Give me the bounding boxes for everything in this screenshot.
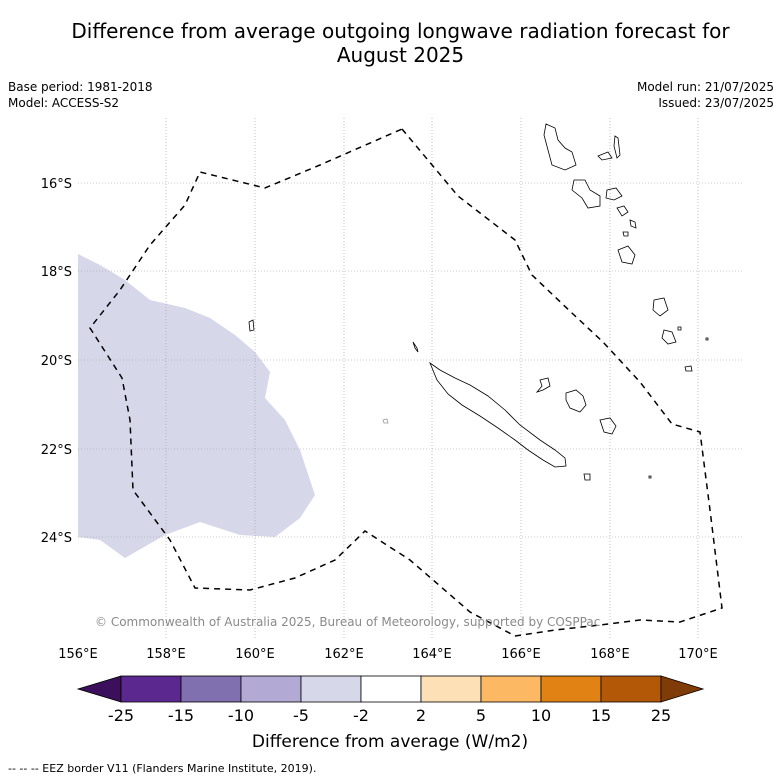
lon-label-164e: 164°E	[412, 647, 452, 662]
colorbar-swatch	[360, 675, 422, 703]
lon-label-156e: 156°E	[58, 647, 98, 662]
island-ouvea	[535, 377, 551, 393]
colorbar-swatch	[420, 675, 482, 703]
lon-axis-labels: 156°E 158°E 160°E 162°E 164°E 166°E 168°…	[58, 647, 718, 662]
lon-label-160e: 160°E	[235, 647, 275, 662]
eez-border	[89, 128, 723, 637]
lon-label-158e: 158°E	[146, 647, 186, 662]
colorbar-tick-label: -25	[108, 706, 134, 725]
colorbar: -25 -15 -10 -5 -2 2 5 10 15 25 Difference from av…	[76, 675, 705, 752]
lat-label-18s: 18°S	[41, 265, 72, 280]
copyright-notice: © Commonwealth of Australia 2025, Bureau…	[95, 615, 600, 629]
colorbar-tick-label: 10	[531, 706, 551, 725]
island-small-2	[382, 418, 389, 424]
colorbar-tick-label: 15	[591, 706, 611, 725]
issued-date: Issued: 23/07/2025	[658, 96, 774, 110]
model-run: Model run: 21/07/2025	[636, 80, 774, 94]
lon-label-162e: 162°E	[324, 647, 364, 662]
colorbar-extend-high	[660, 675, 705, 703]
colorbar-swatch	[240, 675, 302, 703]
lon-label-168e: 168°E	[590, 647, 630, 662]
colorbar-tick-label: -2	[353, 706, 369, 725]
island-lifou	[565, 389, 587, 413]
colorbar-swatch	[600, 675, 662, 703]
title-line-2: August 2025	[336, 43, 465, 67]
lat-axis-labels: 16°S 18°S 20°S 22°S 24°S	[41, 177, 72, 546]
lat-label-24s: 24°S	[41, 531, 72, 546]
colorbar-swatch	[300, 675, 362, 703]
island-belep	[412, 341, 419, 353]
colorbar-swatches	[76, 675, 705, 703]
colorbar-swatch	[480, 675, 542, 703]
map-title: Difference from average outgoing longwav…	[10, 19, 781, 67]
base-period: Base period: 1981-2018	[8, 80, 153, 94]
meta-right: Model run: 21/07/2025 Issued: 23/07/2025	[637, 79, 774, 111]
colorbar-title: Difference from average (W/m2)	[252, 732, 528, 752]
colorbar-tick-label: 25	[651, 706, 671, 725]
meta-left: Base period: 1981-2018 Model: ACCESS-S2	[8, 79, 153, 111]
lat-label-22s: 22°S	[41, 443, 72, 458]
eez-legend-footer: -- -- -- EEZ border V11 (Flanders Marine…	[8, 762, 317, 775]
colorbar-tick-label: 5	[476, 706, 486, 725]
colorbar-tick-label: -5	[293, 706, 309, 725]
colorbar-swatch	[120, 675, 182, 703]
anomaly-region	[78, 254, 315, 558]
map-panel: © Commonwealth of Australia 2025, Bureau…	[78, 118, 743, 638]
title-line-1: Difference from average outgoing longwav…	[71, 19, 730, 43]
island-pines	[583, 473, 591, 481]
colorbar-tick-label: -15	[168, 706, 194, 725]
lat-label-20s: 20°S	[41, 354, 72, 369]
lon-label-166e: 166°E	[501, 647, 541, 662]
island-mare	[599, 417, 617, 435]
colorbar-extend-low	[76, 675, 122, 703]
vanuatu-islands	[543, 123, 709, 479]
colorbar-tick-label: -10	[228, 706, 254, 725]
colorbar-swatch	[540, 675, 602, 703]
island-small-1	[248, 319, 255, 332]
model-name: Model: ACCESS-S2	[8, 96, 120, 110]
colorbar-tick-label: 2	[416, 706, 426, 725]
lat-label-16s: 16°S	[41, 177, 72, 192]
new-caledonia-island	[429, 361, 567, 468]
colorbar-tick-labels: -25 -15 -10 -5 -2 2 5 10 15 25	[108, 706, 671, 725]
colorbar-swatch	[180, 675, 242, 703]
lon-label-170e: 170°E	[678, 647, 718, 662]
